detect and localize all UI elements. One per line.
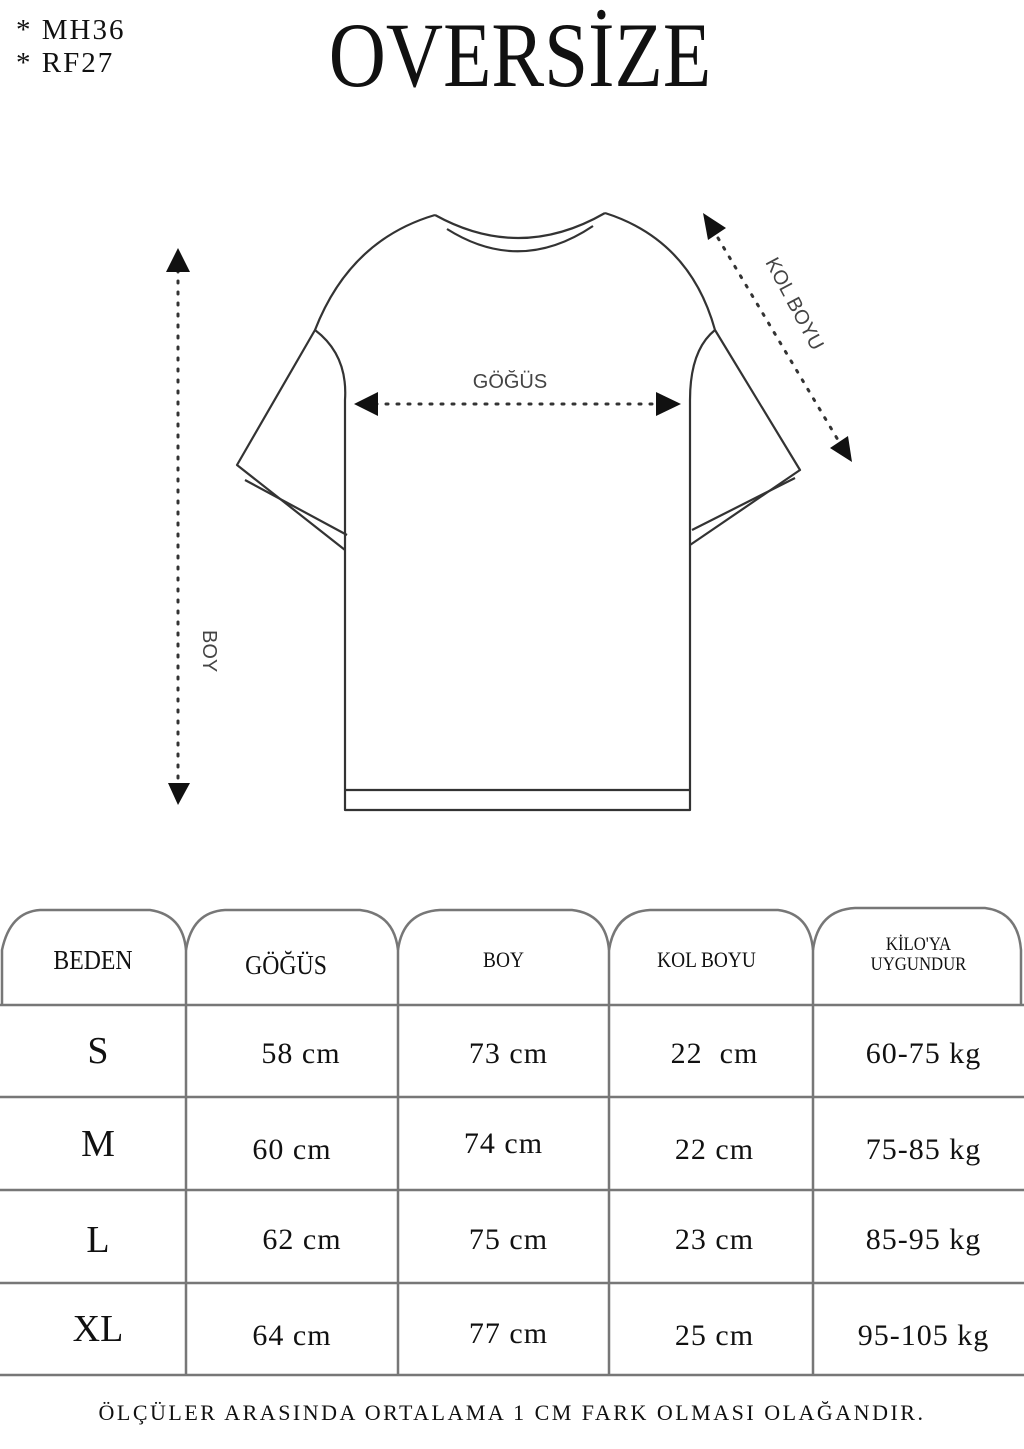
header-length: BOY xyxy=(483,947,524,972)
chest-cell: 62 cm xyxy=(262,1222,342,1256)
sleeve-label: KOL BOYU xyxy=(761,254,828,354)
chest-label: GÖĞÜS xyxy=(473,370,547,393)
tshirt-outline xyxy=(235,211,802,812)
sleeve-cell: 23 cm xyxy=(674,1222,755,1256)
length-label: BOY xyxy=(198,630,220,672)
header-sleeve: KOL BOYU xyxy=(657,947,756,972)
weight-cell: 60-75 kg xyxy=(865,1037,982,1070)
footer-note: ÖLÇÜLER ARASINDA ORTALAMA 1 CM FARK OLMA… xyxy=(98,1400,926,1425)
length-arrow: BOY xyxy=(166,248,220,805)
size-cell: S xyxy=(87,1030,109,1072)
header-size: BEDEN xyxy=(53,944,133,975)
chest-cell: 60 cm xyxy=(252,1132,332,1166)
size-table-lines xyxy=(0,906,1024,1377)
sleeve-cell: 22 cm xyxy=(670,1037,759,1070)
length-cell: 73 cm xyxy=(468,1037,549,1070)
tshirt-diagram: BOY GÖĞÜS KOL BOYU xyxy=(166,211,852,812)
weight-cell: 75-85 kg xyxy=(865,1132,982,1166)
sleeve-cell: 25 cm xyxy=(674,1319,755,1352)
length-cell: 77 cm xyxy=(468,1317,549,1350)
header-chest: GÖĞÜS xyxy=(245,949,327,980)
page-title: OVERSİZE xyxy=(328,4,712,106)
sleeve-arrow: KOL BOYU xyxy=(703,213,852,462)
header-weight-line2: UYGUNDUR xyxy=(870,954,967,975)
size-cell: XL xyxy=(72,1308,124,1350)
size-cell: L xyxy=(86,1218,110,1261)
chest-arrow: GÖĞÜS xyxy=(354,370,681,416)
product-codes: * MH36 * RF27 xyxy=(16,14,125,80)
product-code: * MH36 xyxy=(16,14,126,46)
weight-cell: 95-105 kg xyxy=(857,1319,990,1352)
length-cell: 75 cm xyxy=(468,1222,549,1256)
chest-cell: 64 cm xyxy=(252,1319,332,1352)
header-weight-line1: KİLO'YA xyxy=(885,934,952,955)
length-cell: 74 cm xyxy=(463,1126,544,1160)
weight-cell: 85-95 kg xyxy=(865,1222,982,1256)
sleeve-cell: 22 cm xyxy=(674,1132,755,1166)
header-weight: KİLO'YA UYGUNDUR xyxy=(826,925,1012,985)
product-code: * RF27 xyxy=(16,47,115,79)
chest-cell: 58 cm xyxy=(261,1037,341,1070)
size-cell: M xyxy=(81,1122,115,1165)
